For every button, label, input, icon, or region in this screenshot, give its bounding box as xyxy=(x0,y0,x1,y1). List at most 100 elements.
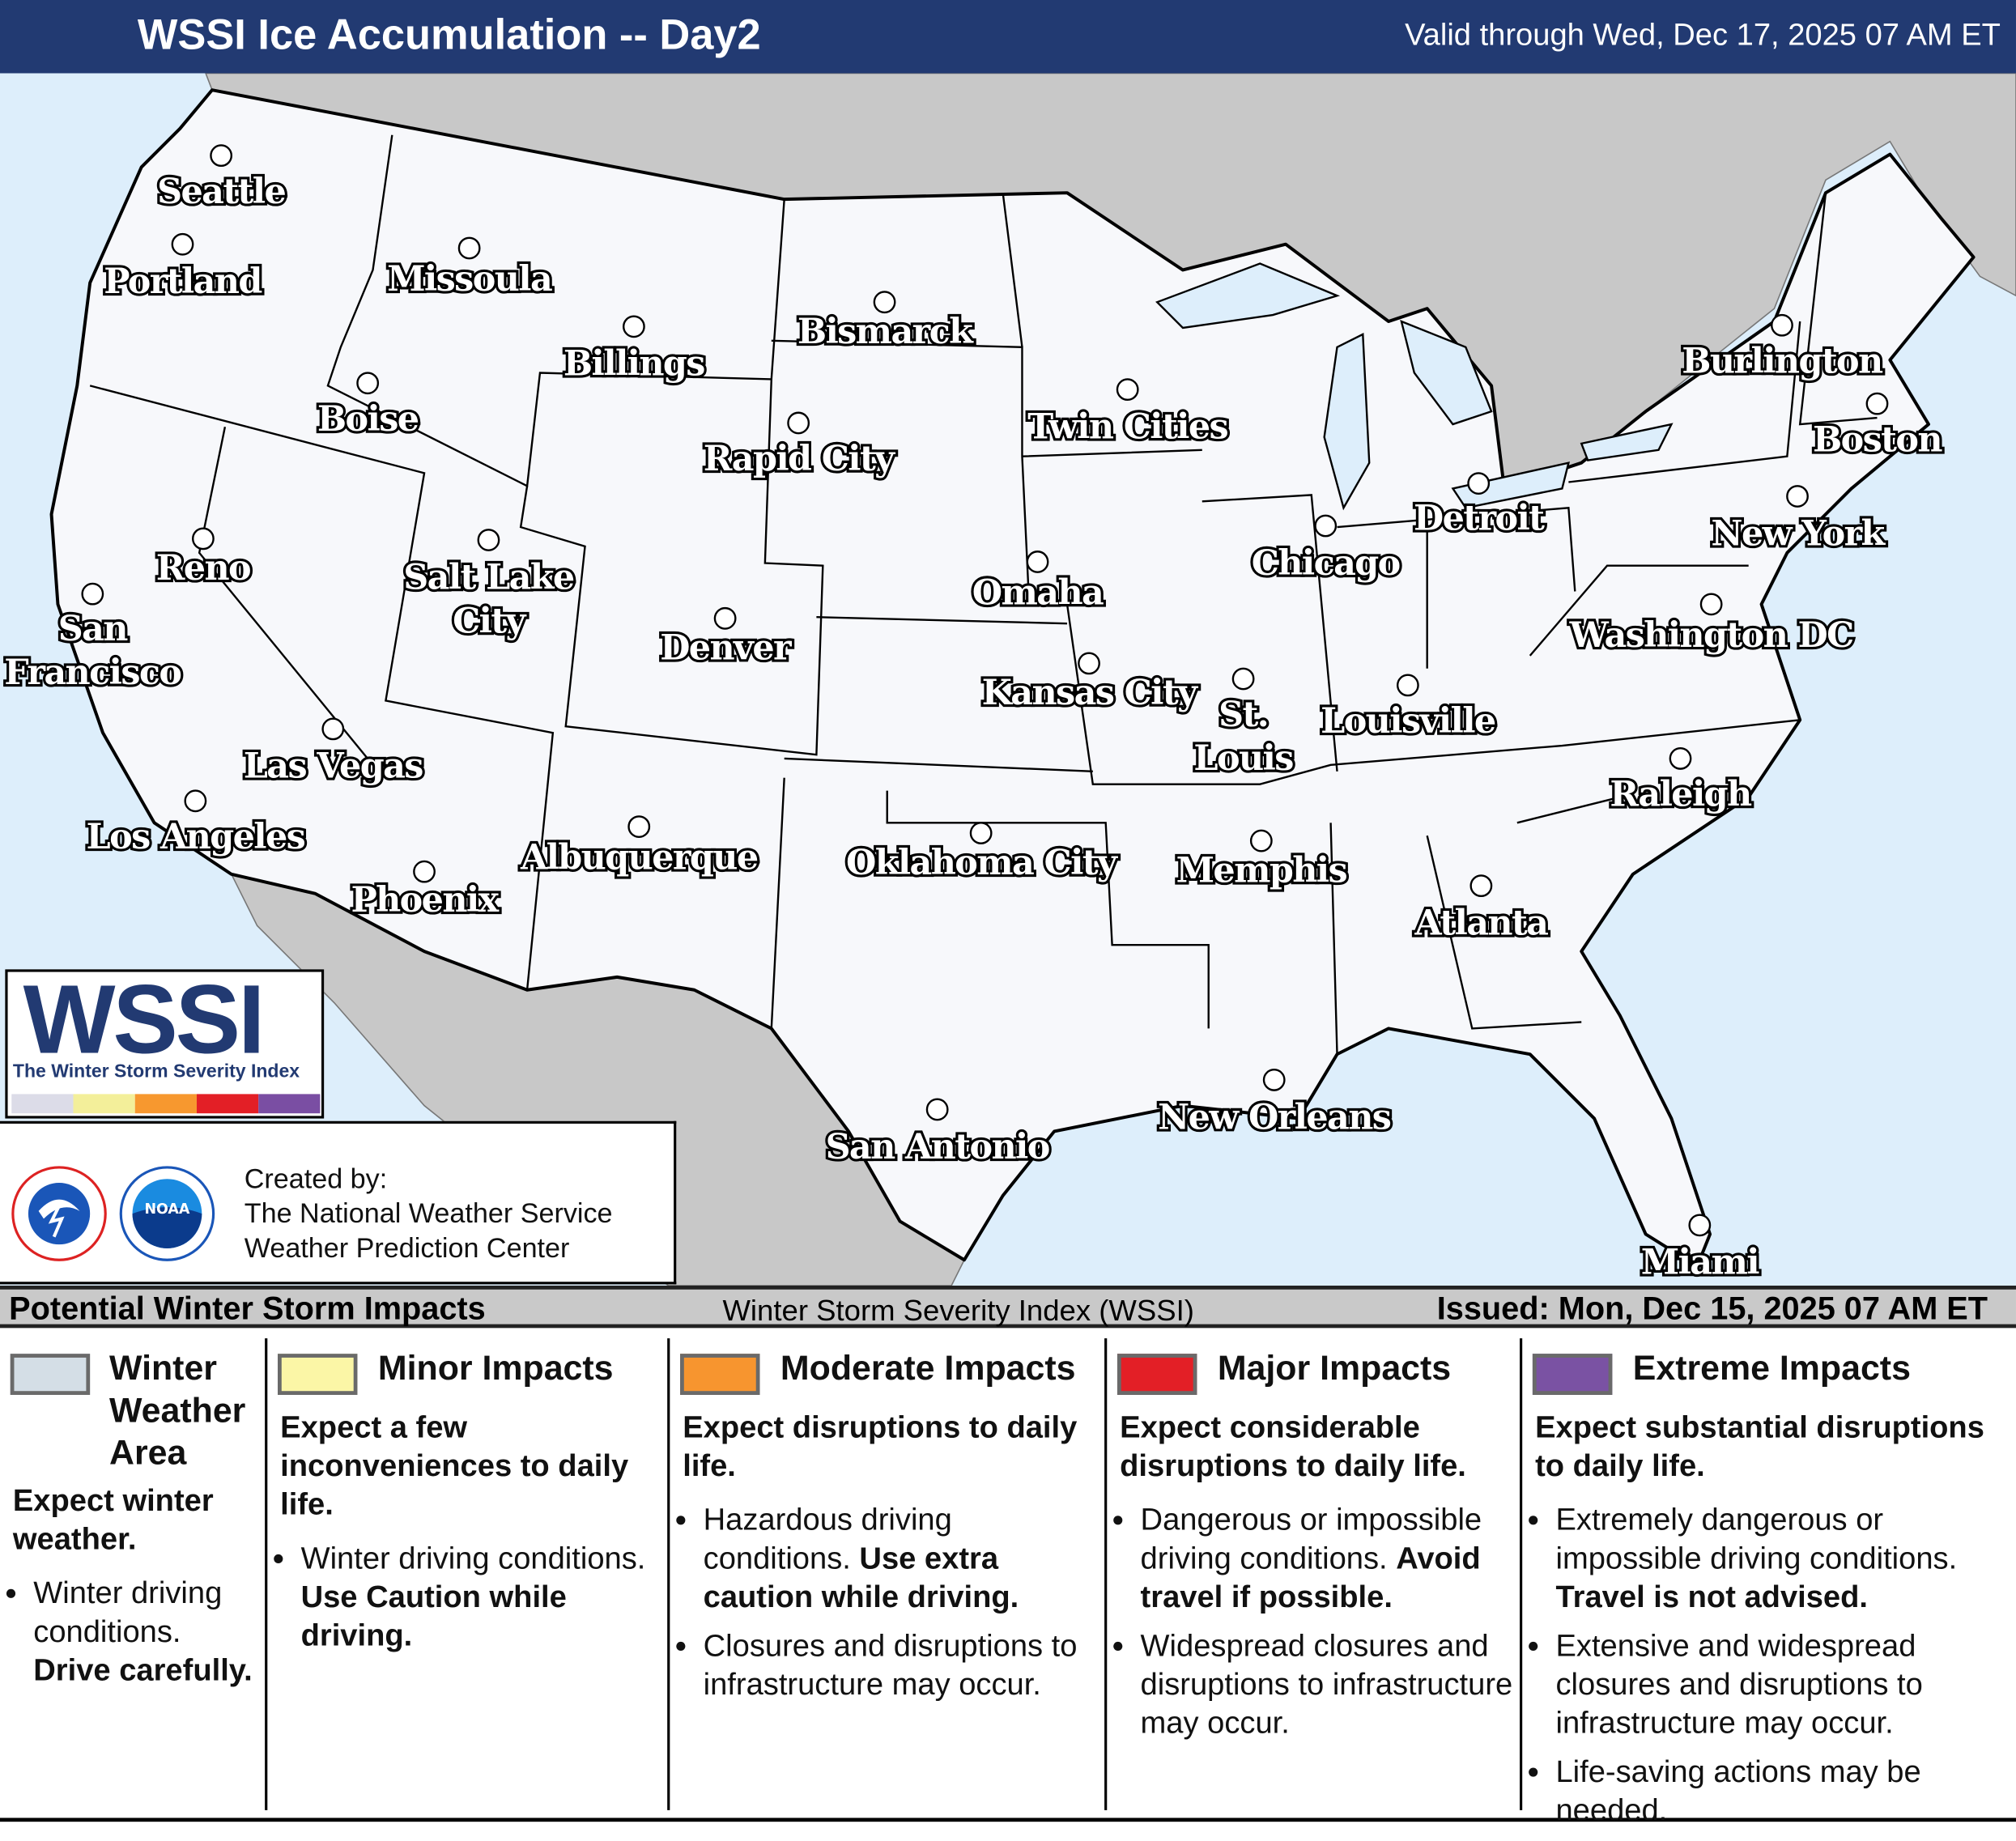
city-los-angeles: Los Angeles xyxy=(83,789,308,860)
city-marker-icon xyxy=(1116,378,1139,402)
wssi-logo-text: WSSI xyxy=(23,965,266,1075)
city-marker-icon xyxy=(321,717,345,741)
city-marker-icon xyxy=(873,291,896,314)
city-label: Kansas City xyxy=(982,673,1198,713)
city-marker-icon xyxy=(1314,514,1338,538)
legend-title: Minor Impacts xyxy=(377,1348,614,1388)
bullet-text: Dangerous or impossible driving conditio… xyxy=(1140,1503,1482,1576)
credit-box: NOAA Created by: The National Weather Se… xyxy=(0,1120,677,1285)
city-label: Burlington xyxy=(1682,342,1883,382)
city-label: Louis xyxy=(1193,738,1293,779)
city-label: New York xyxy=(1711,513,1886,554)
legend-swatch xyxy=(278,1354,358,1395)
city-twin-cities: Twin Cities xyxy=(1025,378,1231,450)
city-marker-icon xyxy=(81,582,104,606)
city-label: Denver xyxy=(660,628,793,669)
legend-bullet: Winter driving conditions. Drive careful… xyxy=(33,1575,259,1690)
city-seattle: Seattle xyxy=(155,144,289,215)
city-label: Washington DC xyxy=(1569,615,1853,656)
city-marker-icon xyxy=(1262,1069,1286,1091)
bullet-emphasis: Avoid travel if possible. xyxy=(1140,1541,1481,1615)
city-marker-icon xyxy=(1231,667,1255,691)
city-label: Louisville xyxy=(1321,701,1495,742)
bullet-emphasis: Use extra caution while driving. xyxy=(703,1541,1019,1615)
strip-moderate xyxy=(134,1094,197,1114)
legend-extreme-impacts: Extreme Impacts Expect substantial disrup… xyxy=(1522,1338,2016,1828)
city-label: Omaha xyxy=(972,572,1104,613)
legend-bullet: Extremely dangerous or impossible drivin… xyxy=(1555,1502,2010,1618)
state-lines xyxy=(89,134,1878,1055)
city-burlington: Burlington xyxy=(1679,313,1887,385)
bullet-emphasis: Travel is not advised. xyxy=(1555,1580,1868,1615)
city-marker-icon xyxy=(1865,392,1889,415)
city-marker-icon xyxy=(192,527,215,551)
city-label: Boise xyxy=(317,399,419,440)
issued-time: Issued: Mon, Dec 15, 2025 07 AM ET xyxy=(1436,1290,1988,1327)
bullet-text: Winter driving conditions. xyxy=(300,1541,646,1576)
legend-headline: Expect winter weather. xyxy=(12,1483,214,1558)
credit-line-2: The National Weather Service xyxy=(244,1198,613,1230)
legend-title: Winter Weather Area xyxy=(108,1348,246,1473)
bullet-emphasis: Use Caution while driving. xyxy=(300,1580,567,1654)
city-label: Phoenix xyxy=(351,880,499,920)
city-label: Rapid City xyxy=(704,439,895,479)
city-boston: Boston xyxy=(1810,392,1946,463)
city-label: Missoula xyxy=(387,259,552,300)
city-marker-icon xyxy=(1669,747,1692,770)
city-albuquerque: Albuquerque xyxy=(517,815,762,881)
legend-bullet: Closures and disruptions to infrastructu… xyxy=(704,1627,1099,1704)
city-label: Atlanta xyxy=(1414,903,1548,943)
city-marker-icon xyxy=(713,606,737,630)
agency-logos: NOAA xyxy=(11,1166,215,1261)
bullet-text: Life-saving actions may be needed. xyxy=(1555,1754,1921,1829)
great-lakes xyxy=(1155,262,1674,511)
city-label: Billings xyxy=(564,344,704,385)
legend-title: Extreme Impacts xyxy=(1632,1348,1911,1388)
city-rapid-city: Rapid City xyxy=(701,411,900,482)
city-oklahoma-city: Oklahoma City xyxy=(844,822,1122,886)
legend-swatch xyxy=(10,1354,91,1395)
city-label: San xyxy=(58,609,129,649)
impact-legend: Winter Weather Area Expect winter weather… xyxy=(0,1328,2016,1828)
city-las-vegas: Las Vegas xyxy=(241,717,427,789)
city-label: Bismarck xyxy=(797,312,974,352)
city-marker-icon xyxy=(1467,472,1491,495)
city-label: New Orleans xyxy=(1158,1097,1391,1137)
city-phoenix: Phoenix xyxy=(348,860,503,923)
bullet-text: Extensive and widespread closures and di… xyxy=(1555,1628,1923,1741)
wssi-logo: WSSI The Winter Storm Severity Index xyxy=(5,966,325,1119)
city-st-louis: St.Louis xyxy=(1191,667,1297,781)
bullet-text: Extremely dangerous or impossible drivin… xyxy=(1555,1503,1958,1576)
city-memphis: Memphis xyxy=(1173,829,1350,894)
title-bar: WSSI Ice Accumulation -- Day2 Valid thro… xyxy=(0,0,2016,74)
city-marker-icon xyxy=(1771,313,1793,337)
city-label: Miami xyxy=(1641,1243,1759,1283)
city-washington-dc: Washington DC xyxy=(1566,593,1857,658)
city-portland: Portland xyxy=(101,232,266,304)
legend-bullet: Winter driving conditions. Use Caution w… xyxy=(301,1540,662,1656)
city-marker-icon xyxy=(1688,1214,1712,1237)
city-label: Twin Cities xyxy=(1027,407,1227,448)
legend-swatch xyxy=(1116,1354,1197,1395)
valid-time: Valid through Wed, Dec 17, 2025 07 AM ET xyxy=(1405,18,2001,53)
city-marker-icon xyxy=(969,822,993,844)
legend-bullet: Extensive and widespread closures and di… xyxy=(1555,1627,2010,1743)
city-marker-icon xyxy=(1396,674,1419,697)
city-marker-icon xyxy=(1786,485,1809,508)
city-raleigh: Raleigh xyxy=(1607,747,1756,818)
city-label: Raleigh xyxy=(1610,775,1752,815)
city-detroit: Detroit xyxy=(1411,472,1549,541)
city-chicago: Chicago xyxy=(1249,514,1403,586)
legend-major-impacts: Major Impacts Expect considerable disrupt… xyxy=(1107,1338,1523,1810)
city-missoula: Missoula xyxy=(385,236,556,302)
nws-logo-icon xyxy=(11,1166,107,1261)
legend-swatch xyxy=(680,1354,760,1395)
city-label: Los Angeles xyxy=(87,817,305,857)
strip-minor xyxy=(73,1094,135,1114)
city-label: Albuquerque xyxy=(520,837,758,878)
city-label: Chicago xyxy=(1252,543,1400,584)
city-boise: Boise xyxy=(315,372,423,442)
city-label: City xyxy=(453,601,526,641)
city-marker-icon xyxy=(1699,593,1723,616)
